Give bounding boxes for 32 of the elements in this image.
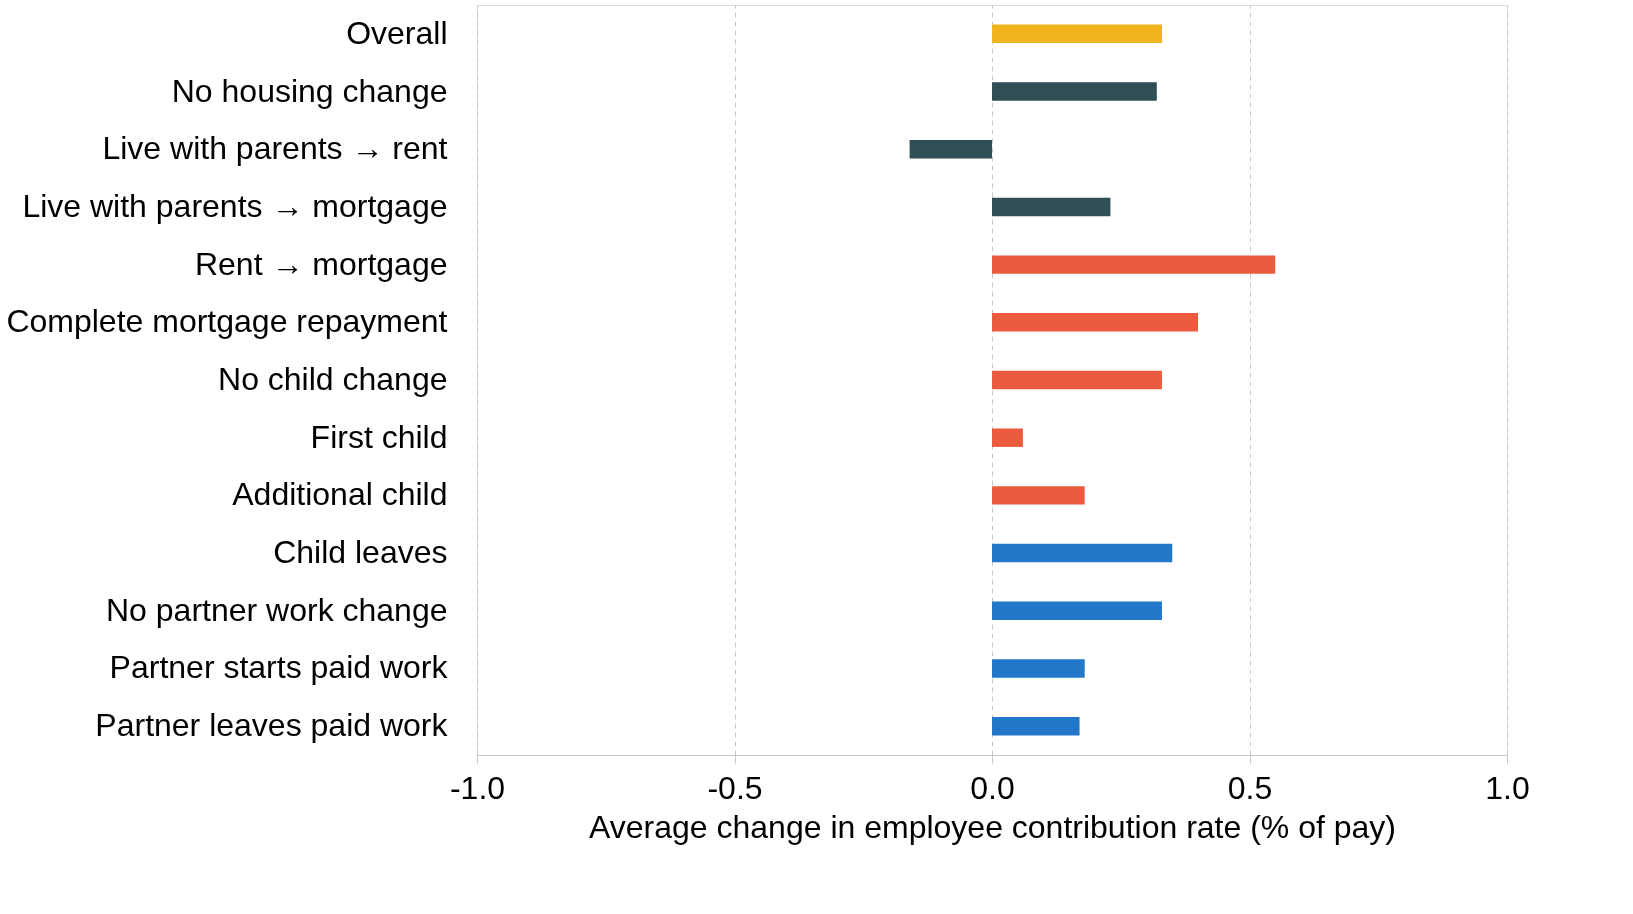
y-tick-label: No housing change (171, 72, 448, 109)
bar (992, 197, 1111, 217)
bar (992, 486, 1085, 505)
bar (992, 428, 1023, 447)
bar (992, 82, 1157, 101)
y-tick-label: Live with parents → rent (102, 130, 448, 167)
y-tick-label: Child leaves (273, 534, 448, 571)
y-tick-label: Partner starts paid work (109, 649, 449, 686)
x-axis-title: Average change in employee contribution rate (% of pay) (589, 808, 1396, 845)
y-tick-label: First child (310, 418, 448, 455)
y-tick-label: No child change (218, 361, 448, 397)
bar (992, 716, 1080, 736)
x-tick-label: 0.0 (970, 769, 1015, 806)
x-tick-label: -0.5 (707, 769, 763, 806)
x-tick-label: 1.0 (1485, 769, 1530, 806)
bar (909, 140, 992, 159)
bar (992, 370, 1162, 390)
y-tick-label: Overall (346, 14, 448, 51)
x-tick-label: -1.0 (449, 769, 506, 806)
bar (992, 543, 1173, 563)
y-tick-label: No partner work change (105, 591, 448, 628)
y-tick-label: Live with parents → mortgage (22, 187, 448, 224)
bar (992, 659, 1085, 678)
bar (992, 255, 1276, 274)
y-tick-label: Complete mortgage repayment (6, 303, 448, 340)
bar (992, 313, 1198, 332)
bar (992, 24, 1162, 44)
y-tick-label: Partner leaves paid work (95, 707, 449, 744)
x-tick-label: 0.5 (1227, 769, 1273, 806)
y-tick-label: Rent → mortgage (194, 245, 448, 282)
y-tick-label: Additional child (232, 476, 448, 513)
bar (992, 601, 1162, 620)
